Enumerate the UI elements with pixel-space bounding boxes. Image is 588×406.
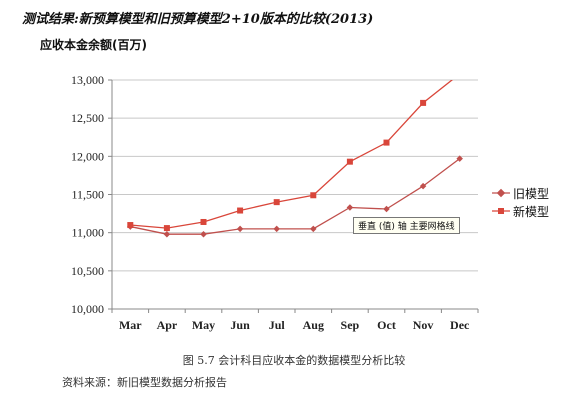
data-point — [456, 155, 463, 162]
x-tick-label: Mar — [119, 318, 142, 332]
x-tick-label: Dec — [450, 318, 470, 332]
data-point — [200, 218, 207, 225]
data-point — [419, 182, 427, 190]
data-point — [383, 205, 390, 213]
data-point — [383, 139, 390, 146]
y-tick-label: 11,500 — [71, 188, 104, 202]
data-point — [127, 222, 134, 229]
x-tick-label: Aug — [303, 318, 324, 332]
axes — [108, 79, 479, 313]
data-point — [273, 225, 280, 233]
legend: 旧模型 新模型 — [492, 184, 549, 220]
series-layer — [127, 71, 463, 238]
x-tick-label: Oct — [377, 318, 396, 332]
data-point — [310, 192, 317, 199]
x-tick-label: Sep — [341, 318, 360, 332]
y-tick-labels: 10,000 10,500 11,000 11,500 12,000 12,500 13,0… — [71, 73, 104, 316]
y-tick-label: 12,500 — [71, 111, 104, 125]
legend-label-new: 新模型 — [513, 204, 550, 219]
x-tick-label: Apr — [157, 318, 178, 332]
series-1 — [127, 71, 463, 232]
y-tick-label: 10,500 — [71, 264, 104, 278]
legend-item-new: 新模型 — [492, 202, 549, 220]
x-tick-label: Nov — [413, 318, 434, 332]
data-point — [346, 204, 354, 211]
data-point — [310, 225, 317, 233]
gridline-tooltip: 垂直 (值) 轴 主要网格线 — [353, 217, 460, 234]
source-note: 资料来源：新旧模型数据分析报告 — [62, 376, 227, 389]
chart-title: 测试结果:新预算模型和旧预算模型2+10版本的比较(2013) — [22, 12, 374, 27]
x-tick-label: Jul — [269, 318, 286, 332]
x-tick-label: Jun — [230, 318, 250, 332]
data-point — [200, 230, 207, 238]
series-0 — [127, 155, 463, 238]
legend-item-old: 旧模型 — [492, 184, 549, 202]
square-marker-icon — [492, 205, 510, 217]
data-point — [273, 199, 280, 206]
y-tick-label: 12,000 — [71, 149, 104, 163]
data-point — [236, 225, 244, 233]
series-line — [130, 158, 461, 235]
series-line — [130, 80, 454, 229]
data-point — [163, 230, 171, 238]
x-tick-label: May — [192, 318, 215, 332]
diamond-marker-icon — [492, 187, 510, 199]
figure-caption: 图 5.7 会计科目应收本金的数据模型分析比较 — [182, 354, 406, 367]
data-point — [457, 71, 463, 77]
y-tick-label: 10,000 — [71, 302, 104, 316]
y-tick-label: 11,000 — [71, 226, 104, 240]
data-point — [420, 99, 427, 106]
y-axis-label: 应收本金余额(百万) — [40, 38, 147, 52]
legend-label-old: 旧模型 — [513, 186, 550, 201]
data-point — [346, 158, 353, 165]
y-tick-label: 13,000 — [71, 73, 104, 87]
data-point — [237, 207, 244, 214]
gridlines — [112, 79, 478, 272]
data-point — [163, 225, 170, 232]
x-tick-labels: Mar Apr May Jun Jul Aug Sep Oct Nov Dec — [119, 318, 470, 332]
